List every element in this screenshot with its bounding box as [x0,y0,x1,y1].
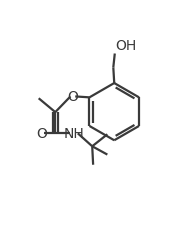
Text: OH: OH [116,39,137,53]
Text: O: O [36,127,47,141]
Text: O: O [67,90,78,104]
Text: NH: NH [63,127,84,141]
